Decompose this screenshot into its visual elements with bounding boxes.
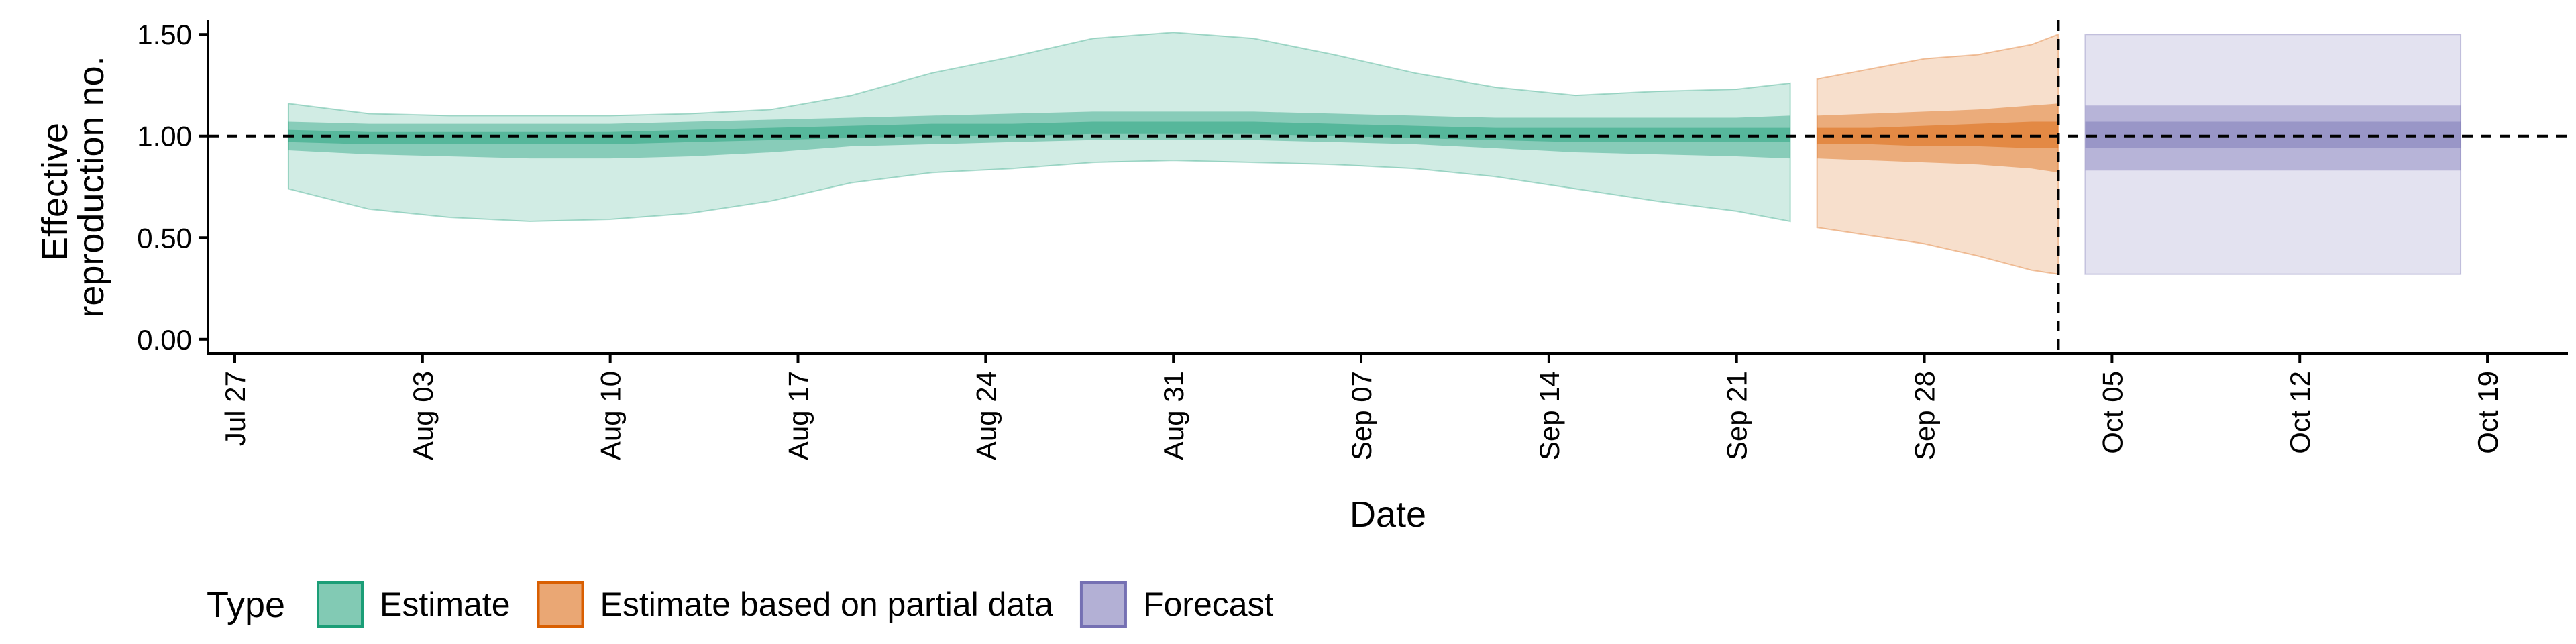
legend-swatch bbox=[317, 581, 364, 628]
band-1-ci90 bbox=[287, 32, 1791, 223]
y-tick-label: 0.50 bbox=[137, 222, 192, 254]
x-tick-label: Aug 17 bbox=[783, 371, 814, 460]
x-tick-label: Sep 14 bbox=[1534, 371, 1565, 460]
x-tick-label: Sep 21 bbox=[1721, 371, 1753, 460]
y-tick-label: 1.00 bbox=[137, 121, 192, 152]
band-3-ci20 bbox=[2085, 121, 2461, 148]
legend-item-3: Forecast bbox=[1079, 581, 1274, 628]
y-axis-title-line-2: reproduction no. bbox=[71, 56, 111, 317]
x-tick-label: Oct 05 bbox=[2096, 371, 2128, 454]
x-tick-label: Aug 24 bbox=[970, 371, 1002, 460]
legend-swatch bbox=[537, 581, 584, 628]
band-3-ci90 bbox=[2084, 34, 2462, 275]
credible-interval-bands bbox=[287, 32, 2462, 275]
x-tick-label: Jul 27 bbox=[219, 371, 251, 446]
x-tick-label: Aug 31 bbox=[1158, 371, 1189, 460]
legend-label: Estimate based on partial data bbox=[600, 586, 1054, 623]
y-tick-label: 0.00 bbox=[137, 324, 192, 356]
y-tick-label: 1.50 bbox=[137, 19, 192, 50]
legend: Type Estimate Estimate based on partial d… bbox=[207, 581, 1274, 628]
legend-title: Type bbox=[207, 585, 285, 625]
x-tick-label: Sep 28 bbox=[1909, 371, 1941, 460]
plot-area: 0.00 0.50 1.00 1.50 Jul 27 Aug 03 Aug 10 Aug 1… bbox=[137, 19, 2568, 460]
band-1-ci20 bbox=[288, 121, 1790, 144]
x-axis-ticks: Jul 27 Aug 03 Aug 10 Aug 17 Aug 24 Aug 31 Sep … bbox=[219, 354, 2504, 460]
y-axis-title: Effective reproduction no. bbox=[35, 56, 111, 317]
x-tick-label: Aug 10 bbox=[595, 371, 627, 460]
legend-swatch bbox=[1079, 581, 1127, 628]
legend-item-2: Estimate based on partial data bbox=[537, 581, 1054, 628]
legend-item-1: Estimate bbox=[317, 581, 511, 628]
band-3-ci50 bbox=[2085, 105, 2461, 171]
x-tick-label: Oct 19 bbox=[2472, 371, 2504, 454]
y-axis-ticks: 0.00 0.50 1.00 1.50 bbox=[137, 19, 208, 356]
band-2-ci50 bbox=[1817, 103, 2059, 173]
x-axis-title: Date bbox=[1350, 494, 1426, 535]
y-axis-title-line-1: Effective bbox=[35, 123, 75, 261]
x-tick-label: Sep 07 bbox=[1346, 371, 1377, 460]
x-tick-label: Oct 12 bbox=[2284, 371, 2316, 454]
legend-label: Forecast bbox=[1143, 586, 1274, 623]
legend-label: Estimate bbox=[380, 586, 511, 623]
x-tick-label: Aug 03 bbox=[407, 371, 439, 460]
